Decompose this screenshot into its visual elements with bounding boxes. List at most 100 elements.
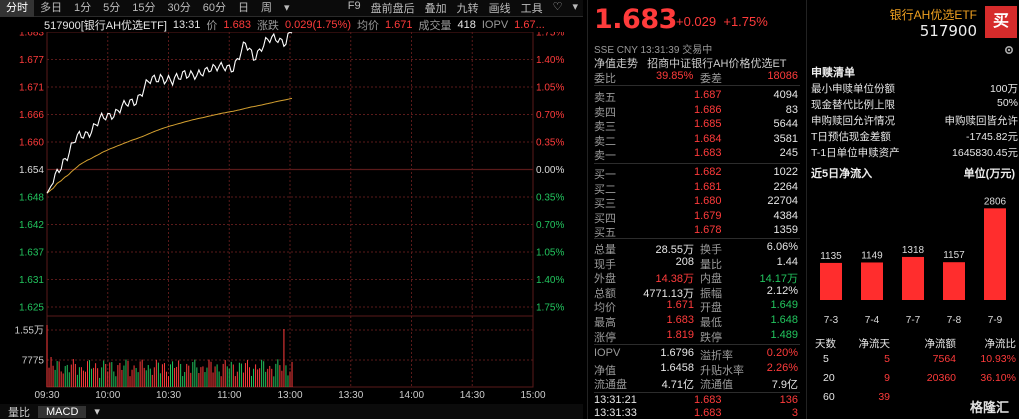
pct-tick-label: 0.35% [536,193,564,204]
tab-volume-ratio[interactable]: 量比 [8,406,30,419]
last-price: 1.683 [594,4,677,35]
tick-row: 13:31:21 1.683 136 [594,394,802,408]
inflow-date-label: 7-3 [824,315,839,326]
indicator-dropdown-icon[interactable]: ▾ [94,406,100,418]
tick-time: 13:31:21 [594,394,637,406]
nine-turn-button[interactable]: 九转 [456,3,479,15]
flow-table-head-cell: 净流比 [984,338,1017,350]
tab-15min[interactable]: 15分 [132,1,156,14]
stat-value: 6.06% [766,241,798,253]
pct-tick-label: 1.05% [536,83,564,94]
tab-1min[interactable]: 1分 [74,1,92,14]
fund-full-name: 招商中证银行AH价格优选ET [647,58,787,70]
tab-week[interactable]: 周 [261,1,272,14]
stat-label: 最低 [700,317,722,329]
stat-label: 总量 [594,244,616,256]
intraday-chart-svg[interactable]: 1.683 1.75% 1.677 1.40% 1.671 1.05% 1.666 0.70%… [0,32,583,404]
price-tick-label: 1.666 [19,110,44,121]
inflow-date-label: 7-7 [906,315,921,326]
info-volume: 418 [457,18,476,31]
inflow-date-label: 7-4 [865,315,880,326]
ask-row: 卖二 1.684 3581 [594,132,802,148]
ask-volume: 4094 [773,89,798,101]
inflow-value-label: 1157 [943,250,965,261]
f9-button[interactable]: F9 [347,0,361,12]
flow-table-row: 60 39 [811,391,1018,405]
tab-intraday[interactable]: 分时 [0,0,34,17]
tab-5min[interactable]: 5分 [103,1,121,14]
flow-table-cell: 9 [884,372,890,384]
redemption-row: 最小申赎单位份额 100万 [811,81,1018,95]
intraday-chart[interactable]: 1.683 1.75% 1.677 1.40% 1.671 1.05% 1.666 0.70%… [0,32,583,419]
more-dropdown-icon[interactable]: ▾ [572,1,578,13]
tab-30min[interactable]: 30分 [167,1,191,14]
gear-icon[interactable] [1003,44,1015,56]
stat-value: 4771.13万 [643,287,694,300]
tab-day[interactable]: 日 [238,1,249,14]
price-tick-label: 1.654 [19,165,44,176]
bid-volume: 22704 [767,195,798,208]
tab-multi-day[interactable]: 多日 [40,1,62,14]
chart-info-bar: 517900[银行AH优选ETF] 13:31 价 1.683 涨跌 0.029… [0,17,583,32]
bid-volume: 4384 [773,209,798,222]
divider [594,392,800,393]
stat-value: 208 [675,255,694,268]
draw-line-button[interactable]: 画线 [488,3,511,15]
price-tick-label: 1.642 [19,220,44,231]
inflow-date-label: 7-8 [947,315,962,326]
buy-button[interactable]: 买 [985,6,1017,38]
pct-tick-label: 1.75% [536,303,564,314]
tab-60min[interactable]: 60分 [202,1,226,14]
flow-table-row: 5 5 7564 10.93% [811,353,1018,367]
flow-table-cell: 36.10% [980,372,1016,384]
stat-row: 外盘 14.38万 内盘 14.17万 [594,270,802,286]
tools-button[interactable]: 工具 [520,3,543,15]
price-tick-label: 1.648 [19,193,44,204]
pct-tick-label: 1.40% [536,275,564,286]
info-avg: 1.671 [384,18,413,31]
bid-volume: 1359 [773,224,798,237]
pct-tick-label: 1.40% [536,55,564,66]
ask-label: 卖四 [594,106,616,119]
flow-table-cell: 5 [823,353,829,365]
ask-price: 1.685 [694,118,722,131]
stat-label: 净值 [594,364,616,377]
flow-table-head-cell: 净流额 [924,338,957,350]
inflow-value-label: 1149 [861,250,883,261]
time-tick-label: 13:00 [277,390,302,401]
net-inflow-chart: 1135 7-3 1149 7-4 1318 7-7 1157 7-8 2806 7-9 [820,196,1007,326]
info-change: 0.029(1.75%) [284,18,351,31]
flow-table-cell: 5 [884,353,890,365]
tick-volume: 3 [791,407,798,419]
fund-name: 银行AH优选ETF [889,8,977,22]
favorite-icon[interactable]: ♡ [552,1,563,13]
stat-row: 流通盘 4.71亿 流通值 7.9亿 [594,376,802,391]
nav-trend-link[interactable]: 净值走势 [594,58,638,70]
ask-volume: 5644 [773,118,798,131]
stat-row: 净值 1.6458 升贴水率 2.26% [594,362,802,377]
redemption-key: 最小申赎单位份额 [811,83,895,95]
stat-label: 内盘 [700,273,722,286]
stat-value: 28.55万 [655,244,694,256]
watermark-logo: 格隆汇 [969,400,1009,415]
bid-price: 1.682 [694,166,722,178]
redemption-row: T-1日单位申赎资产 1645830.45元 [811,145,1018,159]
pct-tick-label: 0.70% [536,220,564,231]
pre-post-market-button[interactable]: 盘前盘后 [370,3,415,15]
weibi-label: 委比 [594,73,616,85]
tab-macd[interactable]: MACD [38,405,87,418]
stat-row: 总额 4771.13万 振幅 2.12% [594,285,802,300]
flow-table-row: 20 9 20360 36.10% [811,372,1018,386]
bid-row: 买四 1.679 4384 [594,209,802,225]
stat-value: 1.648 [770,314,798,326]
time-tick-label: 10:30 [156,390,181,401]
stat-value: 1.819 [666,328,694,341]
ask-row: 卖三 1.685 5644 [594,118,802,133]
period-dropdown-icon[interactable]: ▾ [284,1,290,14]
indicator-tabs: 量比 MACD ▾ [0,404,583,419]
bid-row: 买二 1.681 2264 [594,181,802,196]
bid-row: 买一 1.682 1022 [594,166,802,181]
ask-volume: 3581 [773,132,798,145]
flow-table-cell: 60 [823,391,835,403]
overlay-button[interactable]: 叠加 [424,3,447,15]
